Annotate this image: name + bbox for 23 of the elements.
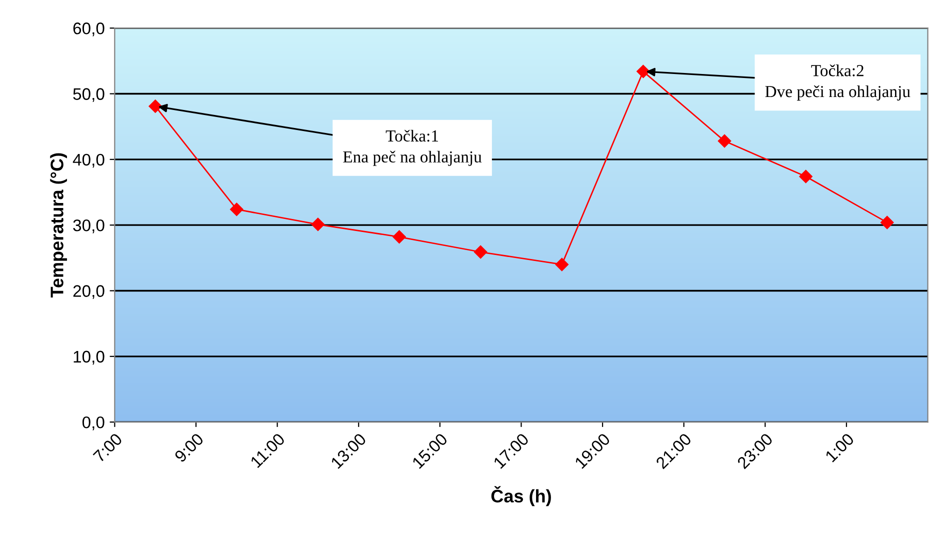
point: [880, 216, 894, 230]
y-tick-label: 30,0: [73, 219, 104, 234]
annotation: Točka:2 Dve peči na ohlajanju: [765, 64, 910, 101]
point: [718, 134, 732, 148]
point: [636, 64, 650, 78]
x-tick-label: 7:00: [92, 432, 123, 463]
x-tick-label: 9:00: [174, 432, 204, 463]
y-tick-label: 50,0: [73, 88, 104, 102]
point: [230, 202, 244, 216]
point: [148, 100, 162, 113]
y-tick-label: 0,0: [82, 416, 104, 430]
x-axis-title: Čas (h): [491, 486, 551, 506]
point: [392, 230, 406, 244]
y-tick-label: 40,0: [72, 154, 104, 168]
y-tick-label: 60,0: [73, 22, 104, 36]
y-axis-title: Temperatura (°C): [50, 153, 67, 298]
annotation: Točka:1 Ena peč na ohlajanju: [343, 130, 482, 166]
point: [311, 218, 325, 232]
point: [474, 245, 488, 259]
point: [799, 170, 812, 184]
y-tick-label: 10,0: [74, 350, 104, 365]
point: [555, 258, 568, 272]
y-tick-label: 20,0: [73, 285, 104, 299]
